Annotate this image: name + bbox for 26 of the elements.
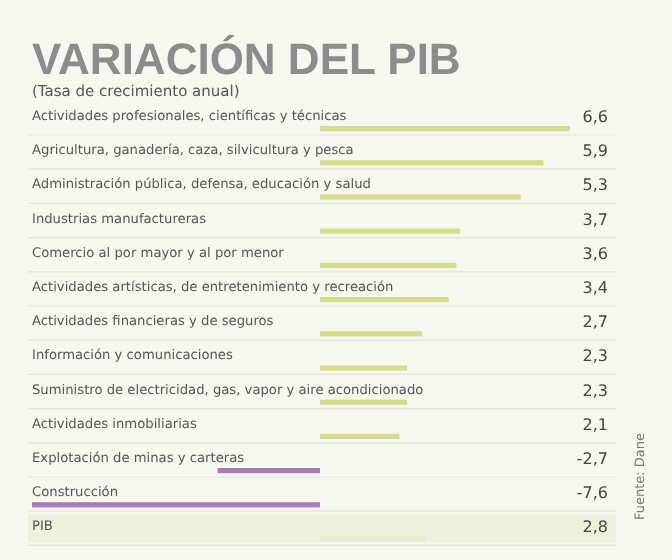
bar: [319, 194, 521, 200]
bar: [217, 468, 320, 474]
data-label: 2,3: [582, 347, 608, 366]
bar: [319, 297, 449, 303]
bar: [319, 365, 408, 371]
data-label: 6,6: [582, 108, 608, 126]
data-label: -7,6: [576, 484, 608, 503]
data-label: 2,7: [582, 313, 608, 332]
data-label: 2,3: [582, 381, 608, 400]
bar: [319, 331, 423, 337]
bar: [319, 399, 408, 405]
bar: [319, 160, 544, 166]
bar: [32, 502, 320, 508]
chart-title: VARIACIÓN DEL PIB: [32, 34, 461, 84]
data-label: 3,7: [582, 210, 608, 229]
bar: [319, 126, 570, 132]
data-label: 2,1: [582, 415, 608, 434]
data-label: 5,9: [582, 142, 608, 161]
data-label: 2,8: [582, 518, 608, 537]
bar: [319, 228, 461, 234]
data-label: 5,3: [582, 176, 608, 195]
bar: [319, 433, 400, 439]
data-label: 3,4: [582, 279, 608, 297]
bar: [319, 262, 457, 268]
data-label: -2,7: [576, 450, 608, 468]
data-label: 3,6: [582, 244, 608, 263]
